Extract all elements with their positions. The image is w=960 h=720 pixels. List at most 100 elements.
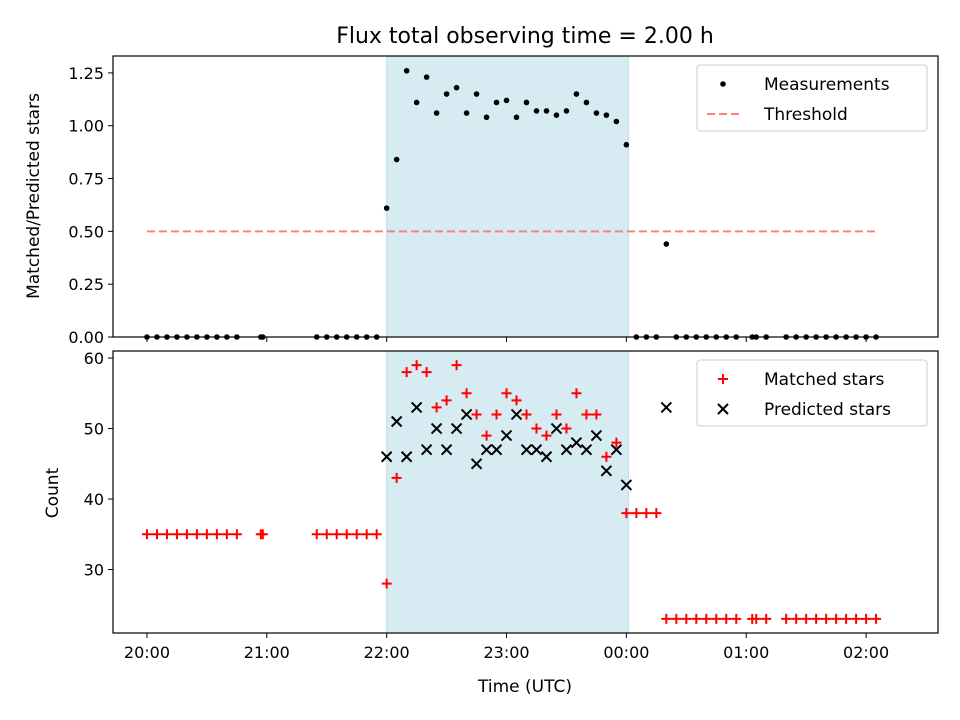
chart-title: Flux total observing time = 2.00 h [336,24,714,49]
predicted-star-point [520,443,533,456]
measurement-point [563,108,570,114]
matched-star-point [351,529,362,540]
measurement-point [593,110,600,116]
top-y-tick-label: 1.25 [68,64,104,83]
measurement-point [433,110,440,116]
bottom-y-tick-label: 60 [84,349,104,368]
matched-star-point [641,508,652,519]
matched-star-point [841,613,852,624]
top-y-tick-label: 0.25 [68,275,104,294]
predicted-star-point [600,465,613,477]
matched-star-point [531,423,542,434]
measurement-point [503,97,510,104]
matched-star-point [581,409,592,420]
matched-star-point [711,613,722,624]
measurement-point [663,241,670,247]
matched-star-point [181,529,192,540]
measurement-point [513,114,520,121]
predicted-star-point [430,422,443,435]
predicted-star-point [500,429,513,442]
measurement-point [483,114,490,121]
matched-star-point [141,529,152,540]
matched-star-point [411,360,422,371]
matched-star-point [791,613,802,624]
matched-star-point [221,529,232,540]
matched-star-point [191,529,202,540]
measurement-point [453,84,460,91]
matched-star-point [551,409,562,420]
measurement-point [613,118,620,125]
top-y-tick-label: 0.75 [68,170,104,189]
x-tick-label: 20:00 [124,643,170,662]
matched-star-point [511,395,522,406]
measurement-point [383,205,390,211]
top-y-tick-label: 0.50 [68,222,104,241]
matched-star-point [751,613,762,624]
predicted-star-point [620,479,633,491]
matched-star-point [831,613,842,624]
bottom-y-tick-label: 40 [84,490,104,509]
matched-star-point [601,451,612,462]
matched-star-point [401,367,412,378]
x-tick-label: 21:00 [244,643,290,662]
matched-star-point [361,529,372,540]
matched-star-point [731,613,742,624]
bottom-axes-frame [112,350,939,634]
predicted-star-point [420,443,433,456]
matched-star-point [161,529,172,540]
predicted-star-point [510,408,523,421]
matched-star-point [571,388,582,399]
matched-star-point [321,529,332,540]
matched-star-point [521,409,532,420]
predicted-star-point [390,415,403,428]
measurement-point [473,91,480,97]
matched-star-point [201,529,212,540]
bottom-legend-box [696,359,928,427]
legend-label: Matched stars [764,370,884,390]
predicted-star-point [660,401,673,414]
matched-star-point [801,613,812,624]
legend-matched-swatch [718,374,728,384]
matched-star-point [651,508,662,519]
matched-star-point [381,578,392,589]
predicted-star-point [540,451,553,463]
predicted-star-point [440,443,453,456]
x-tick-label: 00:00 [603,643,649,662]
top-axes-frame [112,55,939,338]
matched-star-point [481,430,492,441]
measurement-point [603,112,610,118]
matched-star-point [671,613,682,624]
matched-star-point [391,472,402,483]
matched-star-point [761,613,772,624]
measurement-point [583,99,590,106]
matched-star-point [661,613,672,624]
matched-star-point [451,360,462,371]
matched-star-point [861,613,872,624]
predicted-star-point [530,443,543,456]
matched-star-point [821,613,832,624]
matched-star-point [461,388,472,399]
matched-star-point [871,613,882,624]
x-axis-label: Time (UTC) [477,677,572,697]
matched-star-point [501,388,512,399]
matched-star-point [257,529,268,540]
top-legend-box [696,64,928,132]
predicted-star-point [580,443,593,456]
measurement-point [463,110,470,116]
matched-star-point [151,529,162,540]
matched-star-point [541,430,552,441]
top-legend: Measurements Threshold [696,64,928,132]
matched-star-point [311,529,322,540]
bottom-panel: 30 40 50 60 20:00 21:00 22:00 23:00 00:00 01:00 02… [84,349,939,662]
measurement-point [573,91,580,97]
x-tick-label: 01:00 [723,643,769,662]
predicted-star-point [490,443,503,456]
matched-star-point [851,613,862,624]
matched-star-point [691,613,702,624]
matched-star-point [211,529,222,540]
matched-star-point [681,613,692,624]
matched-star-point [371,529,382,540]
matched-star-point [231,529,242,540]
predicted-star-point [470,458,483,470]
